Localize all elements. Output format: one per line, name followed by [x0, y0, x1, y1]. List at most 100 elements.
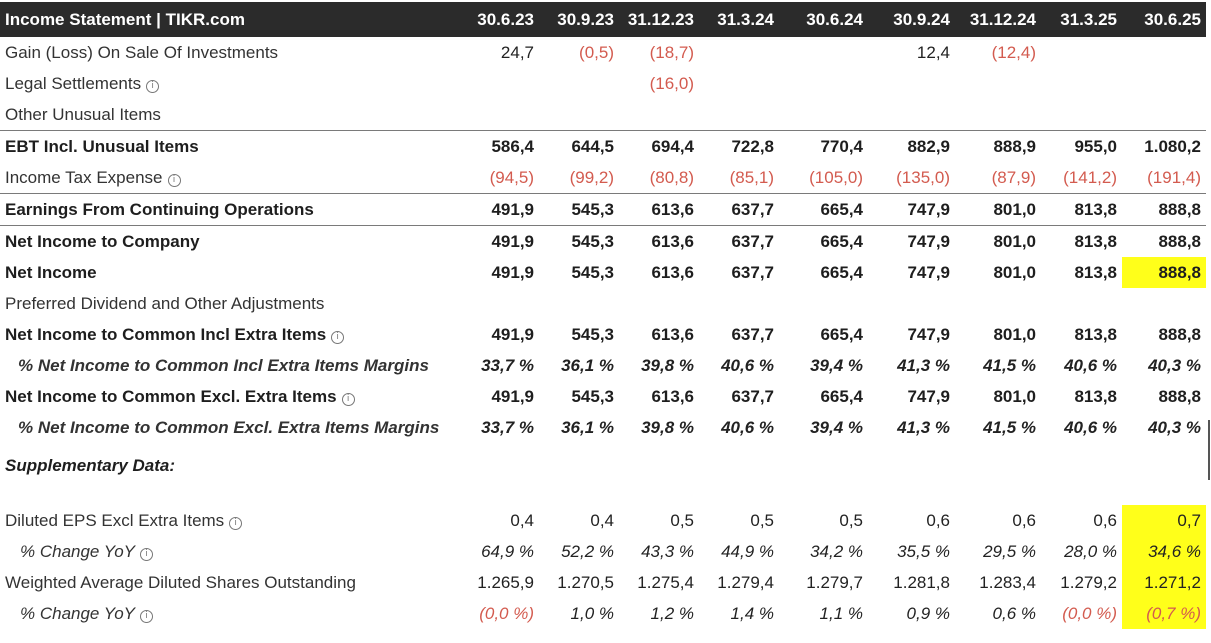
row-label[interactable]: Earnings From Continuing Operations [0, 193, 462, 226]
cell-value: 613,6 [651, 324, 694, 344]
row-label[interactable]: Weighted Average Diluted Shares Outstand… [5, 572, 356, 592]
row-label-cell[interactable]: Legal Settlements i [0, 68, 462, 99]
cell-value: (0,0 %) [479, 603, 534, 623]
row-label-cell[interactable]: Income Tax Expense i [0, 162, 462, 194]
cell-value [539, 99, 619, 131]
info-circle-icon[interactable]: i [341, 392, 355, 406]
cell-value: (99,2) [569, 167, 614, 187]
cell-value: 0,6 [926, 510, 950, 530]
cell-value: 665,4 [779, 225, 868, 257]
cell-value: 0,6 % [992, 603, 1036, 623]
row-label[interactable]: Other Unusual Items [5, 104, 161, 124]
cell-value: 888,9 [955, 130, 1041, 162]
cell-value: 0,4 [590, 510, 614, 530]
row-label-cell[interactable]: % Change YoY i [0, 536, 462, 567]
info-circle-icon[interactable]: i [140, 609, 153, 623]
row-label[interactable]: % Net Income to Common Incl Extra Items … [18, 355, 429, 375]
cell-value: 644,5 [539, 130, 619, 162]
row-label[interactable]: % Net Income to Common Excl. Extra Items… [18, 417, 440, 437]
cell-value: 747,9 [907, 262, 950, 282]
cell-value: 665,4 [820, 262, 863, 282]
period-header[interactable]: 30.9.23 [557, 9, 614, 29]
row-label-cell[interactable]: Net Income to Common Excl. Extra Items i [0, 381, 462, 412]
cell-value: 34,2 % [810, 541, 863, 561]
scrollbar-edge[interactable] [1208, 420, 1210, 480]
cell-value: 722,8 [699, 130, 779, 162]
cell-value: 1.265,9 [477, 572, 534, 592]
cell-value: 41,5 % [983, 417, 1036, 437]
cell-value: (191,4) [1147, 167, 1201, 187]
table-row: Gain (Loss) On Sale Of Investments 24,7 … [0, 37, 1206, 68]
row-label[interactable]: Gain (Loss) On Sale Of Investments [5, 42, 279, 62]
cell-value: 586,4 [462, 130, 539, 162]
cell-value: 40,3 % [1148, 355, 1201, 375]
table-row: Income Tax Expense i (94,5) (99,2) (80,8)… [0, 162, 1206, 194]
highlighted-cell-value: 34,6 % [1122, 536, 1206, 567]
cell-value: 637,7 [731, 386, 774, 406]
cell-value: 545,3 [571, 386, 614, 406]
row-label[interactable]: Net Income [5, 262, 97, 282]
cell-value: 29,5 % [983, 541, 1036, 561]
cell-value: 36,1 % [561, 417, 614, 437]
row-label[interactable]: Net Income to Company [0, 225, 462, 257]
cell-value: 40,6 % [1064, 355, 1117, 375]
cell-value: (87,9) [991, 167, 1036, 187]
table-row: Net Income 491,9 545,3 613,6 637,7 665,4… [0, 257, 1206, 288]
cell-value: 491,9 [462, 193, 539, 226]
table-row: Preferred Dividend and Other Adjustments [0, 288, 1206, 319]
cell-value: 545,3 [539, 193, 619, 226]
cell-value: 637,7 [731, 262, 774, 282]
period-header[interactable]: 30.9.24 [893, 9, 950, 29]
period-header[interactable]: 30.6.25 [1144, 9, 1201, 29]
cell-value: 1,4 % [730, 603, 774, 623]
cell-value: 801,0 [993, 262, 1036, 282]
section-row: Supplementary Data: [0, 443, 1206, 489]
cell-value [779, 99, 868, 131]
cell-value [1122, 68, 1206, 99]
period-header[interactable]: 30.6.23 [477, 9, 534, 29]
cell-value: 1.275,4 [637, 572, 694, 592]
table-row: Net Income to Common Excl. Extra Items i … [0, 381, 1206, 412]
period-header[interactable]: 31.3.24 [717, 9, 774, 29]
row-label[interactable]: Preferred Dividend and Other Adjustments [5, 293, 325, 313]
table-row: % Change YoY i 64,9 % 52,2 % 43,3 % 44,9 … [0, 536, 1206, 567]
row-label-cell[interactable]: Net Income to Common Incl Extra Items i [0, 319, 462, 350]
cell-value: 1.279,4 [717, 572, 774, 592]
cell-value: 637,7 [699, 225, 779, 257]
cell-value: (105,0) [809, 167, 863, 187]
row-label-cell[interactable]: % Change YoY i [0, 598, 462, 629]
period-header[interactable]: 31.12.23 [627, 9, 694, 29]
cell-value [779, 288, 868, 319]
cell-value [955, 68, 1041, 99]
row-label-cell[interactable]: Diluted EPS Excl Extra Items i [0, 505, 462, 536]
table-row: EBT Incl. Unusual Items 586,4 644,5 694,… [0, 130, 1206, 162]
cell-value: 40,3 % [1148, 417, 1201, 437]
cell-value: 1.279,2 [1060, 572, 1117, 592]
info-circle-icon[interactable]: i [140, 547, 153, 561]
table-row: % Net Income to Common Incl Extra Items … [0, 350, 1206, 381]
period-header[interactable]: 31.3.25 [1060, 9, 1117, 29]
cell-value: 36,1 % [561, 355, 614, 375]
cell-value: 801,0 [955, 225, 1041, 257]
cell-value: 613,6 [651, 386, 694, 406]
cell-value: 1,0 % [570, 603, 614, 623]
cell-value: (12,4) [991, 42, 1036, 62]
cell-value: 44,9 % [721, 541, 774, 561]
period-header[interactable]: 31.12.24 [969, 9, 1036, 29]
row-label[interactable]: EBT Incl. Unusual Items [0, 130, 462, 162]
info-circle-icon[interactable]: i [146, 79, 160, 93]
cell-value: 747,9 [868, 225, 955, 257]
row-label: Income Tax Expense [5, 167, 163, 187]
info-circle-icon[interactable]: i [229, 516, 243, 530]
spacer-row [0, 489, 1206, 505]
cell-value: (85,1) [729, 167, 774, 187]
cell-value: (16,0) [649, 73, 694, 93]
cell-value: 33,7 % [481, 417, 534, 437]
info-circle-icon[interactable]: i [331, 330, 345, 344]
cell-value: 1,1 % [819, 603, 863, 623]
info-circle-icon[interactable]: i [167, 173, 181, 187]
cell-value: 694,4 [619, 130, 699, 162]
period-header[interactable]: 30.6.24 [806, 9, 863, 29]
cell-value [779, 37, 868, 68]
cell-value: 813,8 [1074, 324, 1117, 344]
